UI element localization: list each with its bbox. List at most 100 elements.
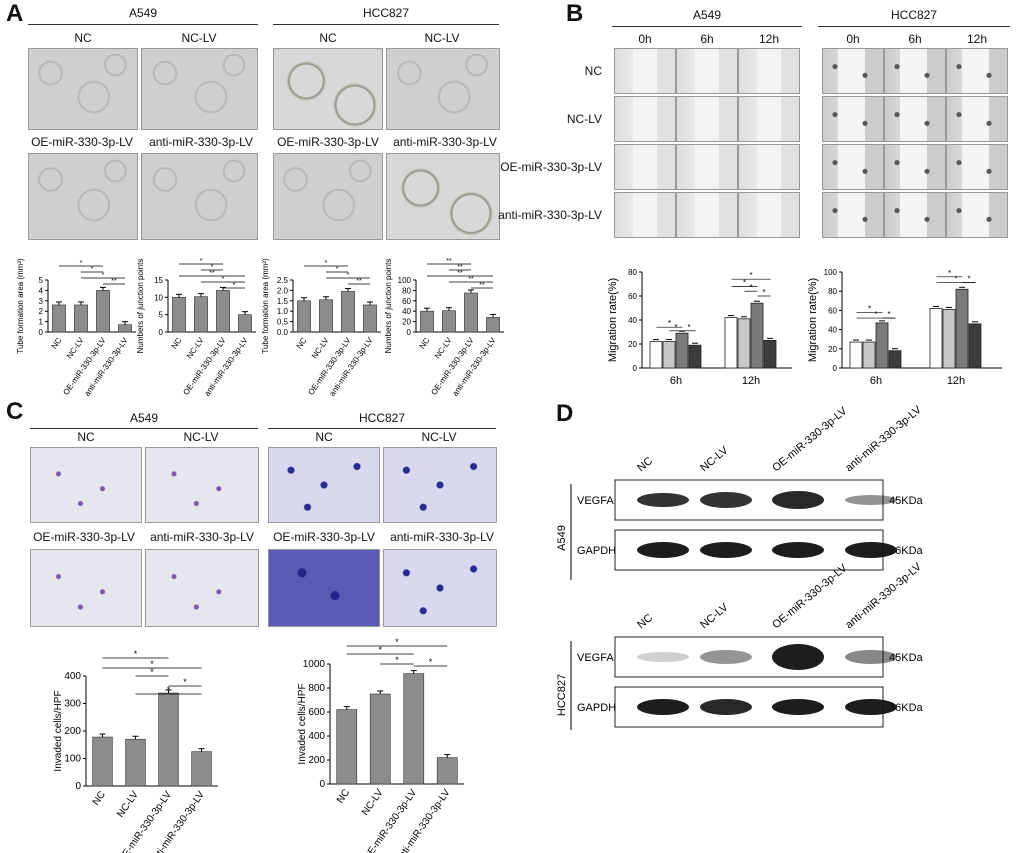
a-chart-4-ytick-label: 20	[402, 318, 411, 327]
b-chart-a549-bar	[649, 341, 663, 369]
b-row-nclv: NC-LV	[566, 112, 602, 126]
a-chart-4-ytick-label: 40	[402, 307, 411, 316]
a-chart-2-ytick-label: 15	[154, 276, 163, 285]
a-chart-2-bar	[194, 296, 208, 333]
d-hcc827-lane-label: OE-miR-330-3p-LV	[770, 562, 850, 632]
a-chart-3-sig-mark: *	[336, 266, 339, 273]
a-chart-1-ylabel: Tube formation area (mm²)	[16, 258, 25, 354]
b-hcc-time-6h: 6h	[908, 32, 922, 46]
a-hcc-cap-oe: OE-miR-330-3p-LV	[277, 135, 379, 149]
a-chart-3-sig-mark: *	[325, 260, 328, 267]
b-a549-time-0h: 0h	[638, 32, 652, 46]
b-chart-a549-bar	[662, 341, 676, 369]
a-chart-2-ytick-label: 10	[154, 293, 163, 302]
b-chart-hcc827-sig-mark: *	[967, 275, 970, 284]
a-chart-3-ylabel: Tube formation area (mm²)	[261, 258, 270, 354]
b-hcc-wound-image	[822, 192, 884, 238]
b-hcc-wound-image	[884, 144, 946, 190]
b-a549-wound-image	[738, 96, 800, 142]
a-chart-4-ylabel: Numbers of junction points	[384, 259, 393, 354]
a-chart-3-bar	[341, 291, 355, 333]
b-chart-hcc827-bar	[955, 288, 969, 369]
c-chart-hcc827-sig-mark: *	[429, 657, 433, 667]
d-hcc827-band	[700, 650, 752, 664]
a-hcc-nc-image	[273, 48, 383, 130]
c-chart-hcc827-bar	[436, 757, 458, 785]
b-chart-a549-ytick-label: 40	[628, 316, 637, 325]
b-chart-hcc827-sig-mark: *	[874, 310, 877, 319]
d-a549-band	[637, 542, 689, 558]
b-chart-a549-ytick-label: 80	[628, 268, 637, 277]
c-chart-hcc827-bar	[369, 693, 391, 785]
b-chart-a549-sig-mark: *	[687, 323, 690, 332]
d-a549-lane-label: NC-LV	[698, 444, 731, 474]
b-chart-a549-ytick-label: 0	[633, 364, 638, 373]
c-chart-a549-xtick-label: NC	[91, 789, 108, 807]
d-hcc827-kda-label: 36KDa	[889, 702, 924, 714]
c-a549-nc-image	[30, 447, 142, 523]
a-a549-cap-oe: OE-miR-330-3p-LV	[31, 135, 133, 149]
b-chart-a549-ytick-label: 20	[628, 340, 637, 349]
a-chart-1-bar	[52, 304, 66, 333]
b-chart-hcc827-bar	[929, 308, 943, 369]
a-a549-nc-image	[28, 48, 138, 130]
c-chart-a549-ytick-label: 100	[64, 754, 81, 765]
a-chart-4-xtick-label: NC	[418, 336, 432, 351]
b-chart-a549-bar	[763, 340, 777, 369]
a-chart-1-bar	[96, 290, 110, 333]
c-hcc-nclv-image	[383, 447, 497, 523]
panel-b-label: B	[566, 0, 584, 27]
b-chart-hcc827-ytick-label: 0	[833, 364, 838, 373]
c-chart-hcc827-xtick-label: NC	[335, 787, 352, 805]
a-chart-3-ytick-label: 1.0	[277, 307, 289, 316]
d-hcc827-cell-label: HCC827	[556, 674, 568, 716]
c-chart-hcc827-ytick-label: 600	[308, 707, 325, 718]
d-hcc827-band	[772, 699, 824, 715]
d-hcc827-band	[845, 699, 897, 715]
c-chart-hcc827-ytick-label: 0	[319, 779, 325, 790]
a-chart-1-bar	[118, 324, 132, 333]
b-chart-a549-sig-mark: *	[668, 319, 671, 328]
c-chart-a549-bar	[125, 738, 146, 787]
a-chart-2-ylabel: Numbers of junction points	[136, 259, 145, 354]
d-hcc827-band	[772, 644, 824, 670]
b-chart-a549-sig-mark: *	[749, 283, 752, 292]
b-chart-hcc827-xtick-label: 6h	[870, 375, 882, 387]
c-chart-hcc827-ytick-label: 800	[308, 683, 325, 694]
b-a549-wound-image	[738, 48, 800, 94]
c-chart-a549-sig-mark: *	[134, 649, 138, 659]
b-chart-hcc827-sig-mark: *	[948, 269, 951, 278]
c-a549-cap-oe: OE-miR-330-3p-LV	[33, 530, 135, 544]
b-a549-wound-image	[676, 144, 738, 190]
b-chart-a549-bar	[737, 318, 751, 369]
a-chart-4-sig-mark: **	[479, 282, 485, 289]
panel-c-a549-header: A549	[129, 411, 159, 425]
c-chart-hcc827-sig-mark: *	[395, 655, 399, 665]
panel-c-hcc827-header: HCC827	[358, 411, 406, 425]
b-chart-a549-sig-mark: *	[743, 278, 746, 287]
panel-a-a549-header: A549	[128, 6, 158, 20]
d-hcc827-band	[700, 699, 752, 715]
c-chart-a549-xtick-label: NC-LV	[115, 789, 141, 820]
c-chart-a549-sig-mark: *	[167, 685, 171, 695]
a-chart-4-ytick-label: 0	[407, 328, 412, 337]
a-chart-2-sig-mark: *	[211, 264, 214, 271]
a-chart-3-ytick-label: 2.5	[277, 276, 289, 285]
b-a549-wound-image	[614, 192, 676, 238]
d-hcc827-protein-label: VEGFA	[577, 652, 614, 664]
b-chart-a549-sig-mark: *	[674, 323, 677, 332]
d-a549-band	[845, 542, 897, 558]
d-a549-band	[772, 491, 824, 509]
d-hcc827-lane-label: NC	[635, 612, 655, 631]
c-chart-a549-bar	[92, 736, 113, 787]
a-chart-4-sig-mark: **	[446, 258, 452, 265]
a-hcc-nclv-image	[386, 48, 500, 130]
a-a549-cap-nc: NC	[74, 31, 92, 45]
a-chart-4-ytick-label: 80	[402, 286, 411, 295]
b-a549-wound-image	[738, 192, 800, 238]
c-chart-a549-sig-mark: *	[183, 677, 187, 687]
b-a549-wound-image	[614, 144, 676, 190]
b-chart-hcc827-ytick-label: 60	[828, 306, 837, 315]
a-chart-1-sig-mark: *	[91, 266, 94, 273]
